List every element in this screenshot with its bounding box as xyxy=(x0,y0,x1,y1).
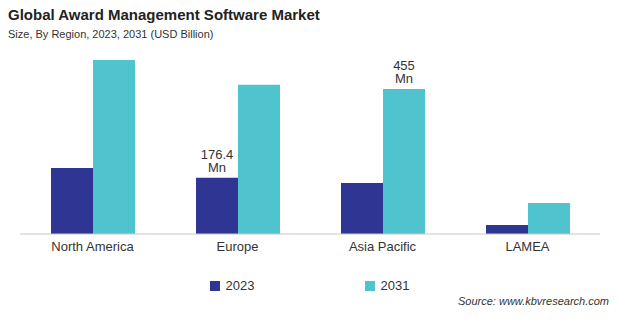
svg-text:176.4Mn: 176.4Mn xyxy=(201,147,234,175)
html-text:2031: 2031 xyxy=(380,278,410,293)
svg-text:455Mn: 455Mn xyxy=(393,58,415,86)
html-text:Source: www.kbvresearch.com: Source: www.kbvresearch.com xyxy=(458,295,609,307)
svg-text:North America: North America xyxy=(51,239,134,254)
svg-text:Europe: Europe xyxy=(217,239,259,254)
html-text:Global Award Management Softwa: Global Award Management Software Market xyxy=(8,6,320,23)
html-text:Size, By Region, 2023, 2031 (U: Size, By Region, 2023, 2031 (USD Billion… xyxy=(8,28,214,40)
html-text:2023: 2023 xyxy=(225,278,255,293)
svg-text:LAMEA: LAMEA xyxy=(505,239,549,254)
svg-text:Asia Pacific: Asia Pacific xyxy=(349,239,417,254)
